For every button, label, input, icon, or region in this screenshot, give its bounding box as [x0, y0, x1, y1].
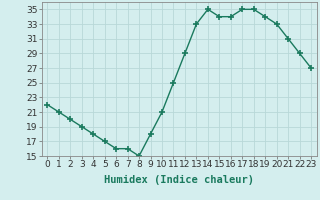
X-axis label: Humidex (Indice chaleur): Humidex (Indice chaleur): [104, 175, 254, 185]
